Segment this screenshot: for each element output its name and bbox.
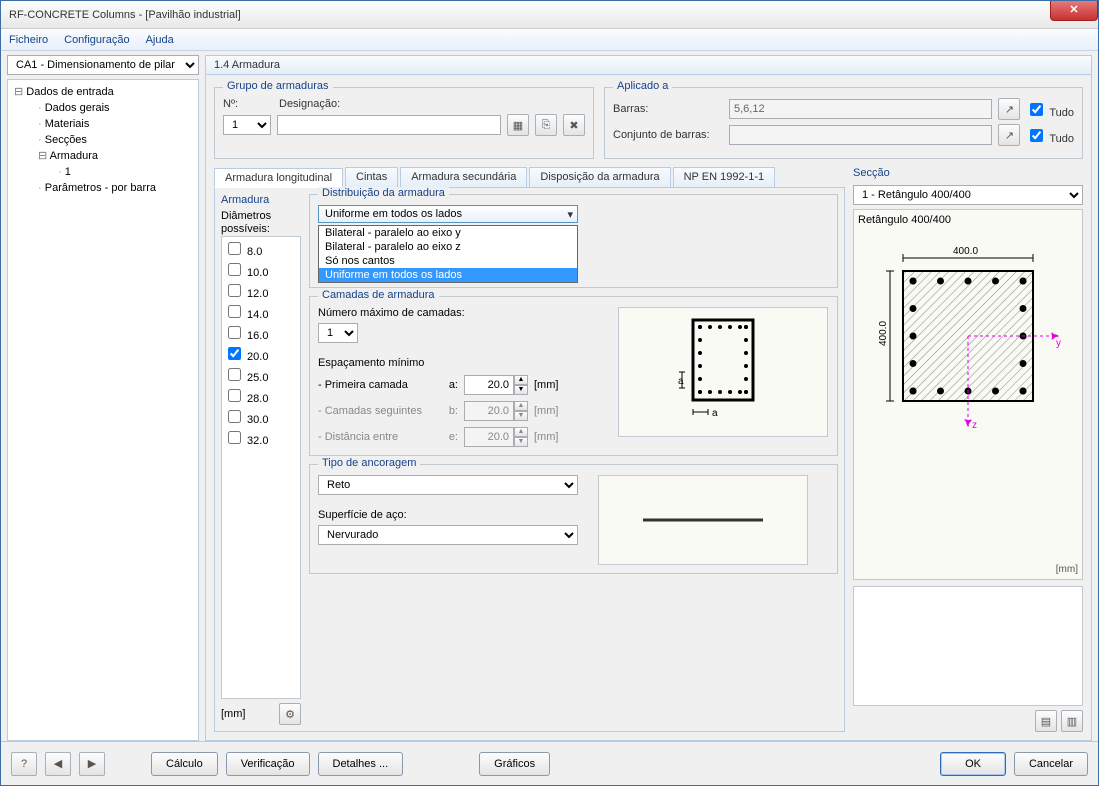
- close-button[interactable]: ✕: [1050, 1, 1098, 21]
- superficie-select[interactable]: Nervurado: [318, 525, 578, 545]
- diameter-option[interactable]: 30.0: [224, 407, 298, 428]
- barras-input[interactable]: [729, 99, 992, 119]
- distribuicao-dropdown[interactable]: Uniforme em todos os lados Bilateral - p…: [318, 205, 578, 223]
- diameter-list[interactable]: 8.0 10.0 12.0 14.0 16.0 20.0 25.0 28.0 3…: [221, 236, 301, 699]
- tree-armadura-1[interactable]: 1: [10, 164, 196, 180]
- diameter-option[interactable]: 14.0: [224, 302, 298, 323]
- spacing-input[interactable]: [464, 375, 514, 395]
- menu-file[interactable]: Ficheiro: [9, 34, 48, 46]
- panel-title: 1.4 Armadura: [205, 55, 1092, 75]
- detalhes-button[interactable]: Detalhes ...: [318, 752, 404, 776]
- ok-button[interactable]: OK: [940, 752, 1006, 776]
- group-distribuicao: Distribuição da armadura Uniforme em tod…: [309, 194, 838, 288]
- calculo-button[interactable]: Cálculo: [151, 752, 218, 776]
- diameter-option[interactable]: 25.0: [224, 365, 298, 386]
- num-camadas-select[interactable]: 1: [318, 323, 358, 343]
- new-group-button[interactable]: ▦: [507, 114, 529, 136]
- tree-seccoes[interactable]: Secções: [10, 132, 196, 148]
- diameter-settings-button[interactable]: ⚙: [279, 703, 301, 725]
- tree-materiais[interactable]: Materiais: [10, 116, 196, 132]
- title-bar: RF-CONCRETE Columns - [Pavilhão industri…: [1, 1, 1098, 29]
- case-select[interactable]: CA1 - Dimensionamento de pilar: [7, 55, 199, 75]
- tab-secundaria[interactable]: Armadura secundária: [400, 167, 527, 187]
- tree-armadura[interactable]: Armadura: [10, 148, 196, 164]
- tab-norma[interactable]: NP EN 1992-1-1: [673, 167, 776, 187]
- conjunto-input[interactable]: [729, 125, 992, 145]
- section-rebar-preview: a a: [618, 307, 828, 437]
- svg-text:a: a: [712, 408, 718, 419]
- anchorage-preview: [598, 475, 808, 565]
- diameter-option[interactable]: 10.0: [224, 260, 298, 281]
- diameter-option[interactable]: 20.0: [224, 344, 298, 365]
- section-view-2-button[interactable]: ▥: [1061, 710, 1083, 732]
- diameter-option[interactable]: 32.0: [224, 428, 298, 449]
- diameter-option[interactable]: 12.0: [224, 281, 298, 302]
- diameter-option[interactable]: 28.0: [224, 386, 298, 407]
- tudo-barras-check[interactable]: Tudo: [1026, 100, 1074, 119]
- cancelar-button[interactable]: Cancelar: [1014, 752, 1088, 776]
- svg-text:z: z: [972, 420, 977, 431]
- ancoragem-select[interactable]: Reto: [318, 475, 578, 495]
- delete-group-button[interactable]: ✖: [563, 114, 585, 136]
- menu-help[interactable]: Ajuda: [146, 34, 174, 46]
- tree-parametros[interactable]: Parâmetros - por barra: [10, 180, 196, 196]
- group-aplicado-a: Aplicado a Barras: ↗ Tudo Conjunto de ba…: [604, 87, 1083, 159]
- window-title: RF-CONCRETE Columns - [Pavilhão industri…: [9, 9, 241, 21]
- section-preview: Retângulo 400/400: [853, 209, 1083, 580]
- diameter-option[interactable]: 16.0: [224, 323, 298, 344]
- section-info-panel: [853, 586, 1083, 706]
- help-button[interactable]: ?: [11, 752, 37, 776]
- section-view-1-button[interactable]: ▤: [1035, 710, 1057, 732]
- tab-strip: Armadura longitudinal Cintas Armadura se…: [214, 167, 845, 187]
- spacing-input: [464, 427, 514, 447]
- graficos-button[interactable]: Gráficos: [479, 752, 550, 776]
- svg-text:400.0: 400.0: [953, 246, 978, 257]
- prev-button[interactable]: ◀: [45, 752, 71, 776]
- distribuicao-option[interactable]: Bilateral - paralelo ao eixo y: [319, 226, 577, 240]
- diameter-option[interactable]: 8.0: [224, 239, 298, 260]
- svg-text:a: a: [678, 376, 684, 387]
- tree-root[interactable]: Dados de entrada: [10, 84, 196, 100]
- nav-tree: Dados de entrada Dados gerais Materiais …: [7, 79, 199, 741]
- menu-bar: Ficheiro Configuração Ajuda: [1, 29, 1098, 51]
- distribuicao-option[interactable]: Bilateral - paralelo ao eixo z: [319, 240, 577, 254]
- tree-dados-gerais[interactable]: Dados gerais: [10, 100, 196, 116]
- svg-text:400.0: 400.0: [878, 321, 889, 346]
- menu-config[interactable]: Configuração: [64, 34, 129, 46]
- grupo-no-select[interactable]: 1: [223, 115, 271, 135]
- spacing-input: [464, 401, 514, 421]
- verificacao-button[interactable]: Verificação: [226, 752, 310, 776]
- distribuicao-option[interactable]: Uniforme em todos os lados: [319, 268, 577, 282]
- tudo-conjunto-check[interactable]: Tudo: [1026, 126, 1074, 145]
- pick-barras-button[interactable]: ↗: [998, 98, 1020, 120]
- distribuicao-options: Bilateral - paralelo ao eixo yBilateral …: [318, 225, 578, 283]
- group-ancoragem: Tipo de ancoragem Reto Superfície de aço…: [309, 464, 838, 574]
- section-select[interactable]: 1 - Retângulo 400/400: [853, 185, 1083, 205]
- tab-disposicao[interactable]: Disposição da armadura: [529, 167, 670, 187]
- distribuicao-option[interactable]: Só nos cantos: [319, 254, 577, 268]
- copy-group-button[interactable]: ⎘: [535, 114, 557, 136]
- footer-bar: ? ◀ ▶ Cálculo Verificação Detalhes ... G…: [1, 741, 1098, 785]
- next-button[interactable]: ▶: [79, 752, 105, 776]
- designacao-input[interactable]: [277, 115, 501, 135]
- tab-longitudinal[interactable]: Armadura longitudinal: [214, 168, 343, 188]
- pick-conjunto-button[interactable]: ↗: [998, 124, 1020, 146]
- group-grupo-armaduras: Grupo de armaduras Nº: Designação: 1 ▦ ⎘…: [214, 87, 594, 159]
- svg-text:y: y: [1056, 338, 1061, 349]
- group-camadas: Camadas de armadura Número máximo de cam…: [309, 296, 838, 456]
- tab-cintas[interactable]: Cintas: [345, 167, 398, 187]
